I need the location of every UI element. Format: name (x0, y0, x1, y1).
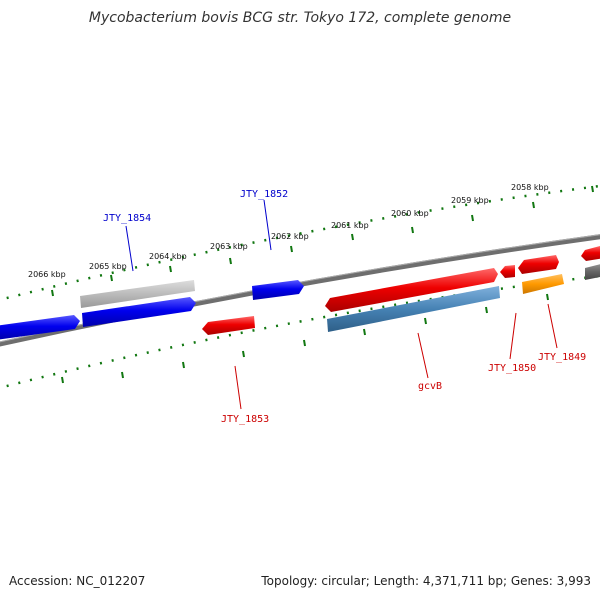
gene-feature[interactable] (500, 265, 515, 278)
tick-label: 2061 kbp (331, 221, 369, 230)
forward-genes (0, 246, 600, 340)
gene-label[interactable]: JTY_1854 (103, 213, 151, 224)
tick-label: 2058 kbp (511, 183, 549, 192)
map-title: Mycobacterium bovis BCG str. Tokyo 172, … (88, 10, 512, 26)
genome-stats-label: Topology: circular; Length: 4,371,711 bp… (261, 574, 591, 588)
leader-line (234, 365, 242, 410)
inner-major-ticks (61, 293, 549, 384)
gene-feature[interactable] (80, 280, 195, 308)
gene-feature[interactable] (0, 315, 80, 340)
tick-label: 2064 kbp (149, 252, 187, 261)
reverse-genes (202, 286, 500, 335)
gene-feature[interactable] (518, 255, 559, 274)
gene-label[interactable]: JTY_1853 (221, 414, 269, 425)
gene-label[interactable]: JTY_1850 (488, 363, 536, 374)
gene-feature[interactable] (325, 268, 498, 312)
tick-label: 2059 kbp (451, 196, 489, 205)
kbp-labels: 2066 kbp 2065 kbp 2064 kbp 2063 kbp 2062… (28, 183, 549, 279)
tick-label: 2060 kbp (391, 209, 429, 218)
gene-feature[interactable] (581, 246, 600, 261)
gene-feature[interactable] (82, 297, 196, 327)
tick-label: 2062 kbp (271, 232, 309, 241)
tick-label: 2065 kbp (89, 262, 127, 271)
gene-feature[interactable] (202, 316, 255, 335)
gene-label[interactable]: JTY_1849 (538, 352, 586, 363)
leader-line (509, 312, 517, 360)
gene-label[interactable]: JTY_1852 (240, 189, 288, 200)
gene-labels: JTY_1854 JTY_1852 JTY_1853 gcvB JTY_1850… (103, 189, 586, 425)
leader-line (417, 332, 429, 379)
leader-line (547, 303, 558, 349)
gene-feature[interactable] (522, 274, 564, 294)
label-leaders (125, 199, 558, 410)
gene-label[interactable]: gcvB (418, 381, 442, 392)
leader-line (263, 199, 272, 251)
tick-label: 2066 kbp (28, 270, 66, 279)
gene-feature[interactable] (585, 263, 600, 280)
scale-ruler (0, 184, 600, 390)
outer-major-ticks (51, 185, 594, 297)
gene-feature[interactable] (252, 280, 304, 300)
accession-label: Accession: NC_012207 (9, 574, 146, 588)
leader-line (125, 225, 134, 272)
gene-feature[interactable] (327, 286, 500, 332)
tick-label: 2063 kbp (210, 242, 248, 251)
